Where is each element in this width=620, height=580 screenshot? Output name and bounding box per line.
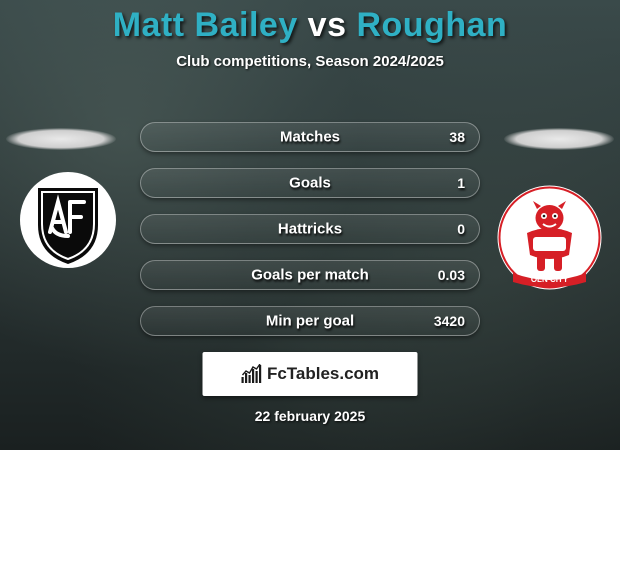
club-badge-right: OLN CITY [497,185,602,290]
stat-value: 0 [457,221,465,237]
footer-date: 22 february 2025 [0,408,620,424]
badge-shadow-left [6,128,116,150]
stat-row: Goals per match 0.03 [140,260,480,290]
title-player-right: Roughan [356,6,507,44]
stat-label: Goals [141,175,479,192]
stat-row: Goals 1 [140,168,480,198]
stat-row: Hattricks 0 [140,214,480,244]
stat-value: 3420 [434,313,465,329]
brand-text: FcTables.com [267,364,379,384]
club-badge-right-svg: OLN CITY [497,185,602,290]
badge-shadow-right [504,128,614,150]
stat-label: Goals per match [141,267,479,284]
title-player-left: Matt Bailey [113,6,298,44]
stat-label: Matches [141,129,479,146]
page-title: Matt Bailey vs Roughan [0,0,620,45]
subtitle: Club competitions, Season 2024/2025 [0,53,620,70]
stat-value: 38 [449,129,465,145]
stat-value: 1 [457,175,465,191]
content-wrapper: Matt Bailey vs Roughan Club competitions… [0,0,620,450]
stat-value: 0.03 [438,267,465,283]
comparison-card: Matt Bailey vs Roughan Club competitions… [0,0,620,450]
club-badge-left [18,170,118,270]
brand-prefix: Fc [267,364,287,383]
chart-icon [241,364,263,384]
brand-suffix: Tables.com [287,364,379,383]
stat-label: Hattricks [141,221,479,238]
club-badge-left-svg [18,170,118,270]
stat-row: Matches 38 [140,122,480,152]
stats-bars: Matches 38 Goals 1 Hattricks 0 Goals per… [140,122,480,352]
title-vs: vs [298,6,357,44]
brand-box: FcTables.com [203,352,418,396]
stat-row: Min per goal 3420 [140,306,480,336]
stat-label: Min per goal [141,313,479,330]
badge-ribbon-text: OLN CITY [531,275,569,284]
whitespace-below [0,450,620,580]
